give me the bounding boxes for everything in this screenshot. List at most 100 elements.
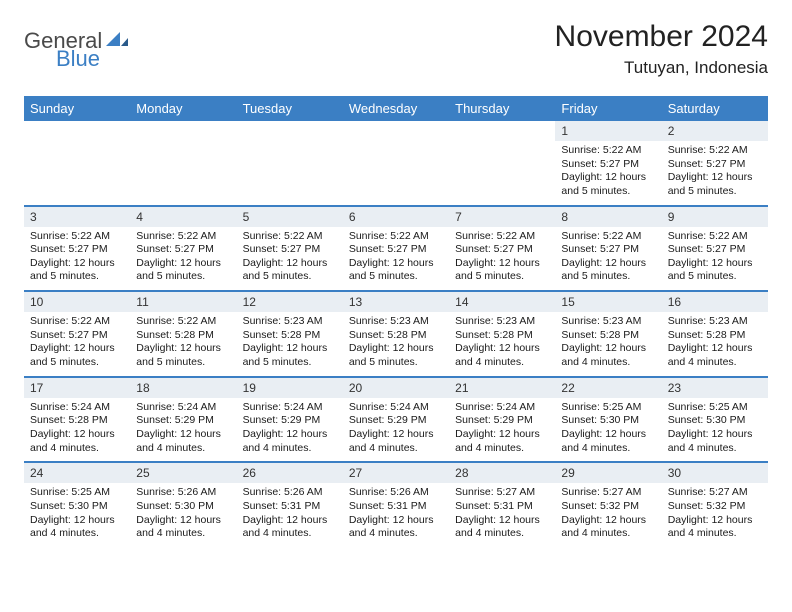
title-block: November 2024 Tutuyan, Indonesia bbox=[555, 20, 768, 78]
header: General Blue November 2024 Tutuyan, Indo… bbox=[24, 20, 768, 78]
day-cell: 10Sunrise: 5:22 AMSunset: 5:27 PMDayligh… bbox=[24, 292, 130, 376]
day-cell: 27Sunrise: 5:26 AMSunset: 5:31 PMDayligh… bbox=[343, 463, 449, 547]
daylight-text: Daylight: 12 hours and 5 minutes. bbox=[561, 257, 655, 284]
day-info: Sunrise: 5:22 AMSunset: 5:27 PMDaylight:… bbox=[237, 227, 343, 291]
day-number: 2 bbox=[662, 121, 768, 141]
day-info: Sunrise: 5:22 AMSunset: 5:27 PMDaylight:… bbox=[449, 227, 555, 291]
sunrise-text: Sunrise: 5:24 AM bbox=[243, 401, 337, 415]
day-number: 26 bbox=[237, 463, 343, 483]
daylight-text: Daylight: 12 hours and 5 minutes. bbox=[243, 257, 337, 284]
day-cell: 17Sunrise: 5:24 AMSunset: 5:28 PMDayligh… bbox=[24, 378, 130, 462]
day-header: Sunday bbox=[24, 96, 130, 121]
sunset-text: Sunset: 5:32 PM bbox=[668, 500, 762, 514]
sunset-text: Sunset: 5:27 PM bbox=[561, 158, 655, 172]
sunset-text: Sunset: 5:28 PM bbox=[668, 329, 762, 343]
day-cell: 7Sunrise: 5:22 AMSunset: 5:27 PMDaylight… bbox=[449, 207, 555, 291]
sunset-text: Sunset: 5:30 PM bbox=[561, 414, 655, 428]
daylight-text: Daylight: 12 hours and 5 minutes. bbox=[243, 342, 337, 369]
daylight-text: Daylight: 12 hours and 4 minutes. bbox=[136, 428, 230, 455]
day-cell: 22Sunrise: 5:25 AMSunset: 5:30 PMDayligh… bbox=[555, 378, 661, 462]
day-cell: 16Sunrise: 5:23 AMSunset: 5:28 PMDayligh… bbox=[662, 292, 768, 376]
sunrise-text: Sunrise: 5:22 AM bbox=[561, 230, 655, 244]
calendar-body: .....1Sunrise: 5:22 AMSunset: 5:27 PMDay… bbox=[24, 121, 768, 547]
day-info: Sunrise: 5:22 AMSunset: 5:27 PMDaylight:… bbox=[130, 227, 236, 291]
daylight-text: Daylight: 12 hours and 4 minutes. bbox=[30, 514, 124, 541]
day-number: 28 bbox=[449, 463, 555, 483]
calendar-week: 10Sunrise: 5:22 AMSunset: 5:27 PMDayligh… bbox=[24, 292, 768, 378]
day-info: Sunrise: 5:23 AMSunset: 5:28 PMDaylight:… bbox=[662, 312, 768, 376]
sunset-text: Sunset: 5:28 PM bbox=[30, 414, 124, 428]
day-info: Sunrise: 5:26 AMSunset: 5:31 PMDaylight:… bbox=[343, 483, 449, 547]
sunrise-text: Sunrise: 5:26 AM bbox=[136, 486, 230, 500]
sunrise-text: Sunrise: 5:25 AM bbox=[561, 401, 655, 415]
daylight-text: Daylight: 12 hours and 4 minutes. bbox=[668, 428, 762, 455]
sunrise-text: Sunrise: 5:22 AM bbox=[561, 144, 655, 158]
daylight-text: Daylight: 12 hours and 4 minutes. bbox=[668, 342, 762, 369]
day-cell: 14Sunrise: 5:23 AMSunset: 5:28 PMDayligh… bbox=[449, 292, 555, 376]
day-info: Sunrise: 5:23 AMSunset: 5:28 PMDaylight:… bbox=[343, 312, 449, 376]
day-cell: . bbox=[130, 121, 236, 205]
sunrise-text: Sunrise: 5:22 AM bbox=[30, 230, 124, 244]
brand-text-2: Blue bbox=[56, 46, 100, 72]
day-number: 23 bbox=[662, 378, 768, 398]
month-title: November 2024 bbox=[555, 20, 768, 54]
day-info: Sunrise: 5:22 AMSunset: 5:27 PMDaylight:… bbox=[24, 312, 130, 376]
sunrise-text: Sunrise: 5:22 AM bbox=[136, 315, 230, 329]
day-number: 14 bbox=[449, 292, 555, 312]
daylight-text: Daylight: 12 hours and 4 minutes. bbox=[455, 342, 549, 369]
daylight-text: Daylight: 12 hours and 4 minutes. bbox=[455, 428, 549, 455]
sunrise-text: Sunrise: 5:23 AM bbox=[668, 315, 762, 329]
day-info: Sunrise: 5:22 AMSunset: 5:27 PMDaylight:… bbox=[343, 227, 449, 291]
sunset-text: Sunset: 5:30 PM bbox=[668, 414, 762, 428]
sunrise-text: Sunrise: 5:22 AM bbox=[668, 144, 762, 158]
day-number: 1 bbox=[555, 121, 661, 141]
day-info: Sunrise: 5:27 AMSunset: 5:32 PMDaylight:… bbox=[662, 483, 768, 547]
day-cell: 29Sunrise: 5:27 AMSunset: 5:32 PMDayligh… bbox=[555, 463, 661, 547]
sunset-text: Sunset: 5:27 PM bbox=[30, 329, 124, 343]
sunset-text: Sunset: 5:28 PM bbox=[349, 329, 443, 343]
sunrise-text: Sunrise: 5:26 AM bbox=[349, 486, 443, 500]
sunrise-text: Sunrise: 5:22 AM bbox=[455, 230, 549, 244]
sunset-text: Sunset: 5:27 PM bbox=[668, 243, 762, 257]
sunset-text: Sunset: 5:27 PM bbox=[455, 243, 549, 257]
day-cell: 8 Sunrise: 5:22 AMSunset: 5:27 PMDaylight… bbox=[555, 207, 661, 291]
sunset-text: Sunset: 5:29 PM bbox=[349, 414, 443, 428]
day-cell: 3Sunrise: 5:22 AMSunset: 5:27 PMDaylight… bbox=[24, 207, 130, 291]
day-header: Thursday bbox=[449, 96, 555, 121]
day-cell: . bbox=[24, 121, 130, 205]
sunset-text: Sunset: 5:32 PM bbox=[561, 500, 655, 514]
day-cell: 1Sunrise: 5:22 AMSunset: 5:27 PMDaylight… bbox=[555, 121, 661, 205]
sunset-text: Sunset: 5:27 PM bbox=[243, 243, 337, 257]
day-number: 9 bbox=[662, 207, 768, 227]
day-header: Monday bbox=[130, 96, 236, 121]
day-cell: 20Sunrise: 5:24 AMSunset: 5:29 PMDayligh… bbox=[343, 378, 449, 462]
day-cell: . bbox=[343, 121, 449, 205]
daylight-text: Daylight: 12 hours and 5 minutes. bbox=[349, 342, 443, 369]
sunset-text: Sunset: 5:28 PM bbox=[561, 329, 655, 343]
day-info: Sunrise: 5:24 AMSunset: 5:29 PMDaylight:… bbox=[449, 398, 555, 462]
sunset-text: Sunset: 5:28 PM bbox=[243, 329, 337, 343]
day-number: 27 bbox=[343, 463, 449, 483]
day-cell: 25Sunrise: 5:26 AMSunset: 5:30 PMDayligh… bbox=[130, 463, 236, 547]
day-number: 7 bbox=[449, 207, 555, 227]
day-number: 8 bbox=[555, 207, 661, 227]
day-number: 12 bbox=[237, 292, 343, 312]
daylight-text: Daylight: 12 hours and 4 minutes. bbox=[561, 342, 655, 369]
daylight-text: Daylight: 12 hours and 5 minutes. bbox=[30, 257, 124, 284]
day-cell: 26Sunrise: 5:26 AMSunset: 5:31 PMDayligh… bbox=[237, 463, 343, 547]
calendar-week: 17Sunrise: 5:24 AMSunset: 5:28 PMDayligh… bbox=[24, 378, 768, 464]
daylight-text: Daylight: 12 hours and 5 minutes. bbox=[455, 257, 549, 284]
day-cell: 30Sunrise: 5:27 AMSunset: 5:32 PMDayligh… bbox=[662, 463, 768, 547]
day-info: Sunrise: 5:25 AMSunset: 5:30 PMDaylight:… bbox=[662, 398, 768, 462]
day-cell: 24Sunrise: 5:25 AMSunset: 5:30 PMDayligh… bbox=[24, 463, 130, 547]
day-cell: 9Sunrise: 5:22 AMSunset: 5:27 PMDaylight… bbox=[662, 207, 768, 291]
sunset-text: Sunset: 5:27 PM bbox=[561, 243, 655, 257]
day-header: Friday bbox=[555, 96, 661, 121]
sunrise-text: Sunrise: 5:24 AM bbox=[455, 401, 549, 415]
daylight-text: Daylight: 12 hours and 5 minutes. bbox=[30, 342, 124, 369]
day-info: Sunrise: 5:23 AMSunset: 5:28 PMDaylight:… bbox=[555, 312, 661, 376]
day-cell: 12Sunrise: 5:23 AMSunset: 5:28 PMDayligh… bbox=[237, 292, 343, 376]
day-number: 16 bbox=[662, 292, 768, 312]
sunset-text: Sunset: 5:29 PM bbox=[136, 414, 230, 428]
daylight-text: Daylight: 12 hours and 4 minutes. bbox=[243, 428, 337, 455]
